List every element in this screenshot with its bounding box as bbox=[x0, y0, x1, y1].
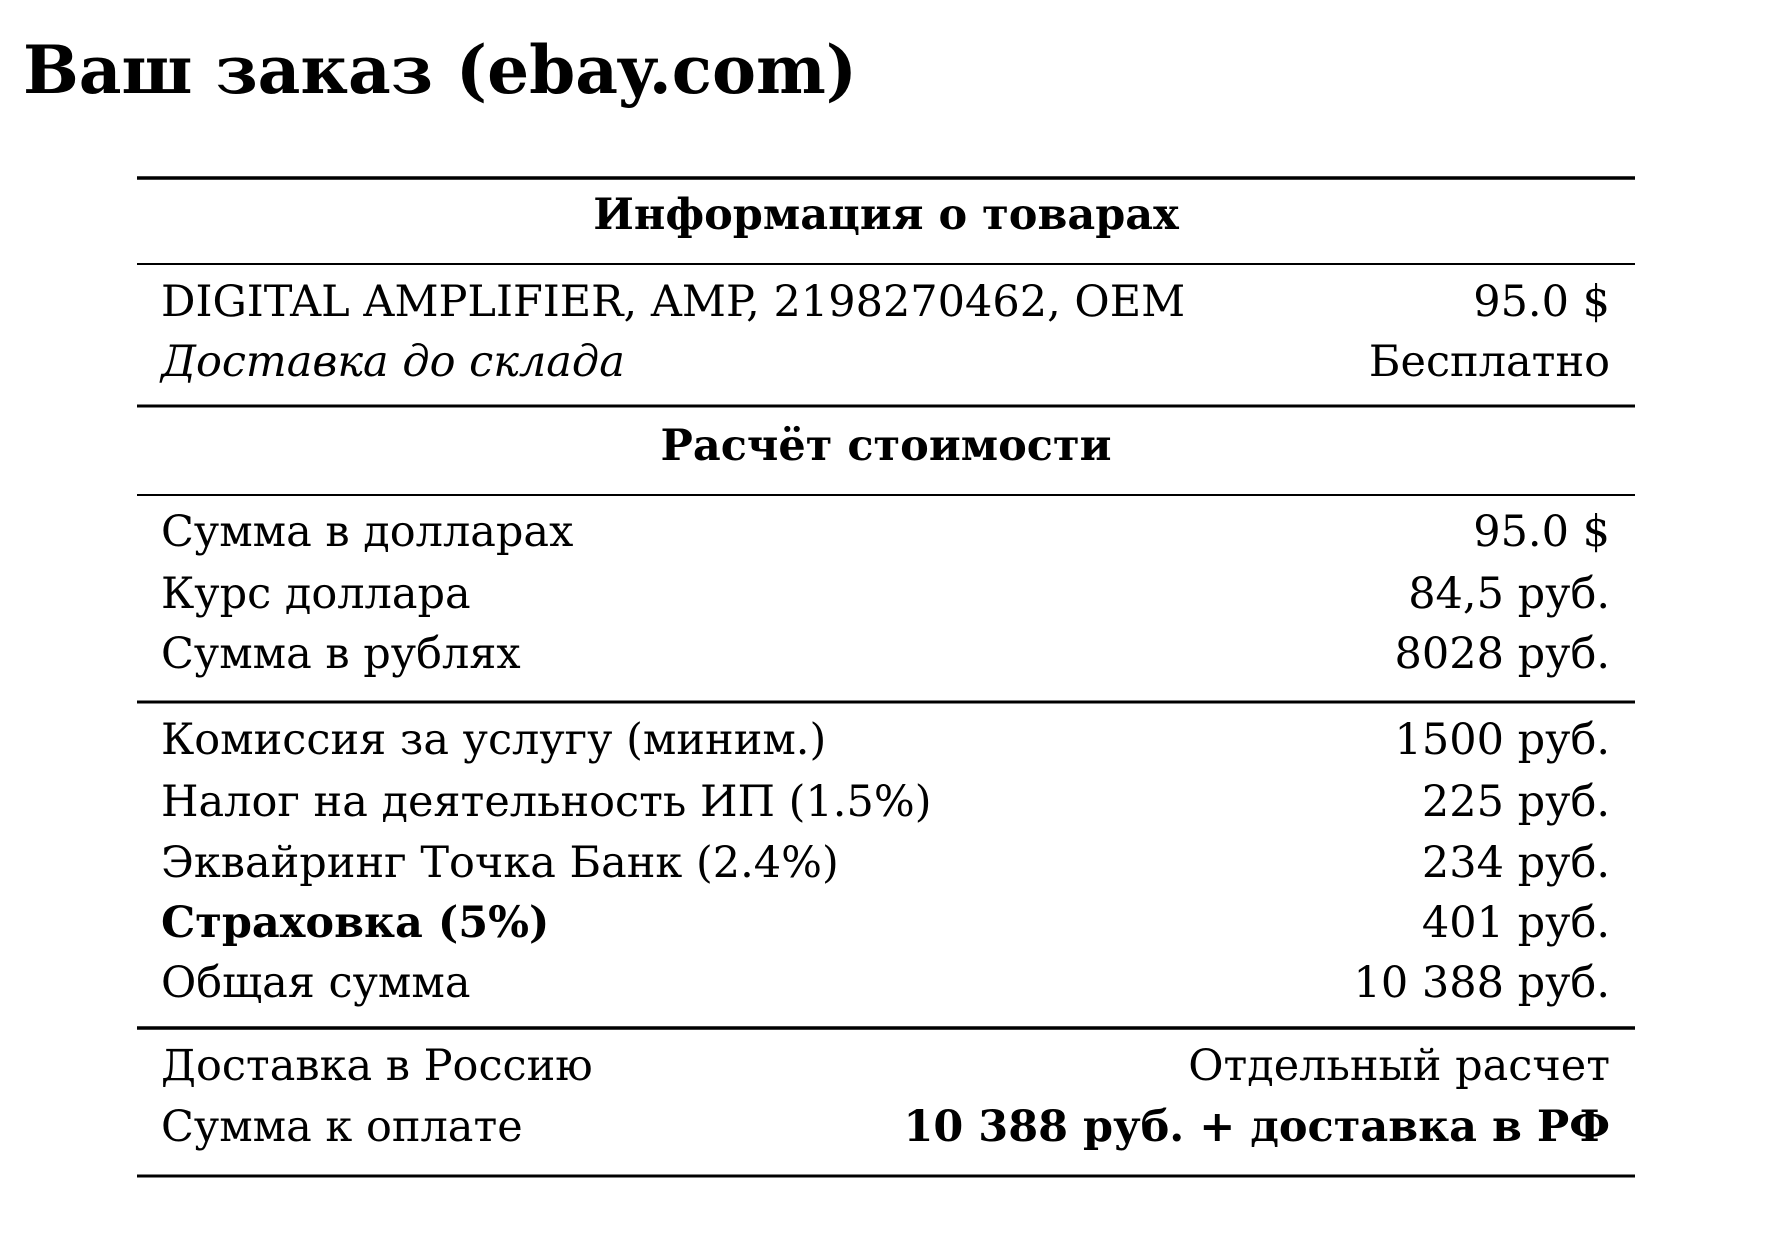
row-label: Эквайринг Точка Банк (2.4%) bbox=[161, 838, 839, 888]
row-label: Комиссия за услугу (миним.) bbox=[161, 715, 826, 765]
row-value: Отдельный расчет bbox=[1188, 1041, 1610, 1091]
row-label: Налог на деятельность ИП (1.5%) bbox=[161, 777, 931, 827]
row-label: Курс доллара bbox=[161, 569, 471, 619]
section-header: Расчёт стоимости bbox=[661, 421, 1112, 471]
page-title: Ваш заказ (ebay.com) bbox=[23, 31, 857, 109]
row-label: Доставка в Россию bbox=[161, 1041, 593, 1091]
section-header: Информация о товарах bbox=[593, 190, 1179, 240]
row-value: 234 руб. bbox=[1422, 838, 1610, 888]
row-value: 8028 руб. bbox=[1395, 629, 1610, 679]
row-value: 10 388 руб. bbox=[1353, 958, 1610, 1008]
row-value: 84,5 руб. bbox=[1408, 569, 1610, 619]
row-value: 225 руб. bbox=[1422, 777, 1610, 827]
row-label: Сумма к оплате bbox=[161, 1102, 523, 1152]
row-label: Общая сумма bbox=[161, 958, 470, 1008]
row-value: 401 руб. bbox=[1422, 898, 1610, 948]
row-label: Сумма в долларах bbox=[161, 507, 573, 557]
row-value: 1500 руб. bbox=[1395, 715, 1610, 765]
row-value: 10 388 руб. + доставка в РФ bbox=[903, 1102, 1610, 1152]
row-label: Доставка до склада bbox=[159, 337, 625, 387]
row-value: Бесплатно bbox=[1369, 337, 1610, 387]
row-value: 95.0 $ bbox=[1473, 277, 1610, 327]
row-label: DIGITAL AMPLIFIER, AMP, 2198270462, OEM bbox=[161, 277, 1185, 327]
row-label: Сумма в рублях bbox=[161, 629, 521, 679]
row-label: Страховка (5%) bbox=[161, 898, 549, 948]
row-value: 95.0 $ bbox=[1473, 507, 1610, 557]
